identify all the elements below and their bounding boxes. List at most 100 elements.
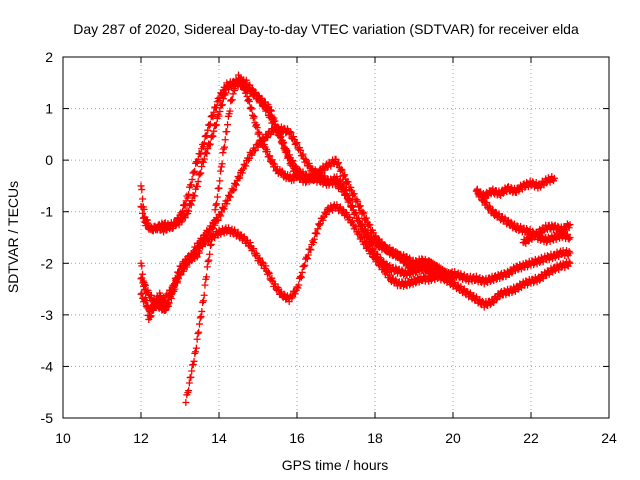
data-point [297, 273, 305, 281]
x-tick-label: 18 [367, 430, 383, 446]
x-tick-label: 14 [211, 430, 227, 446]
data-point [201, 281, 209, 289]
data-point [304, 251, 312, 259]
data-point [149, 306, 157, 314]
data-point [197, 313, 205, 321]
data-point [295, 281, 303, 289]
data-point [566, 234, 574, 241]
data-point [138, 186, 146, 194]
y-axis-ticks: 2 1 0 -1 -2 -3 -4 -5 [41, 49, 609, 426]
data-point [199, 298, 207, 306]
data-point [244, 97, 252, 105]
data-point [212, 121, 220, 129]
series-track-2 [137, 77, 457, 282]
data-point [157, 292, 164, 300]
data-point [565, 247, 573, 255]
data-point [185, 207, 193, 215]
data-point [336, 181, 344, 189]
data-point [202, 149, 210, 157]
data-point [353, 196, 361, 204]
data-point [232, 181, 240, 189]
series-track-9 [519, 220, 574, 247]
data-point [262, 262, 270, 270]
data-point [255, 255, 263, 263]
data-point [215, 97, 223, 105]
data-point [303, 255, 311, 263]
data-point [204, 145, 212, 153]
data-point [181, 202, 189, 210]
data-point [305, 159, 313, 167]
data-point [209, 224, 217, 232]
data-point [236, 174, 244, 182]
data-point [217, 167, 225, 175]
data-point [264, 268, 272, 276]
data-point [337, 165, 345, 173]
data-point [226, 193, 234, 201]
data-point [554, 222, 562, 230]
data-point [346, 197, 354, 205]
data-point [225, 192, 233, 200]
data-point [199, 297, 207, 305]
x-tick-label: 22 [523, 430, 539, 446]
data-point [231, 180, 239, 188]
data-point [314, 225, 322, 233]
x-axis-label: GPS time / hours [282, 457, 389, 473]
data-point [374, 255, 382, 263]
data-point [334, 160, 342, 168]
data-point [342, 209, 350, 217]
data-point [143, 301, 151, 309]
data-point [203, 132, 211, 140]
data-point [195, 328, 203, 336]
series-track-8 [472, 173, 558, 202]
data-point [179, 207, 187, 215]
data-point [220, 145, 228, 153]
data-point [370, 251, 378, 259]
data-point [269, 119, 277, 127]
data-point [242, 87, 250, 95]
data-point [257, 137, 265, 145]
data-point [187, 373, 195, 381]
data-point [221, 136, 229, 144]
data-point [361, 228, 369, 236]
data-point [362, 214, 370, 222]
data-point [194, 330, 202, 338]
data-point [196, 170, 204, 178]
data-point [139, 277, 147, 285]
data-point [252, 122, 260, 130]
data-point [238, 169, 246, 177]
data-point [217, 212, 225, 220]
data-point [205, 256, 213, 264]
data-point [282, 145, 290, 153]
data-point [335, 159, 343, 167]
data-point [258, 258, 266, 266]
data-point [301, 261, 309, 269]
data-point [309, 237, 317, 245]
data-point [191, 349, 199, 357]
data-point [378, 238, 386, 246]
data-point [175, 269, 183, 277]
data-point [240, 233, 248, 241]
x-tick-label: 24 [601, 430, 617, 446]
data-point [270, 118, 278, 126]
data-point [296, 170, 304, 178]
data-point [543, 238, 551, 246]
data-point [355, 228, 363, 236]
data-point [550, 174, 558, 182]
data-point [211, 206, 219, 214]
data-point [218, 90, 226, 98]
data-point [348, 202, 356, 210]
data-point [240, 80, 248, 88]
data-point [279, 138, 287, 146]
data-point [352, 223, 360, 231]
data-point [398, 266, 406, 274]
data-point [199, 143, 207, 151]
data-points [137, 71, 574, 407]
data-point [192, 344, 200, 352]
data-point [287, 129, 295, 137]
data-point [170, 283, 178, 291]
data-point [243, 92, 251, 100]
data-point [197, 169, 205, 177]
data-point [206, 241, 214, 249]
data-point [268, 274, 276, 282]
data-point [198, 162, 206, 170]
